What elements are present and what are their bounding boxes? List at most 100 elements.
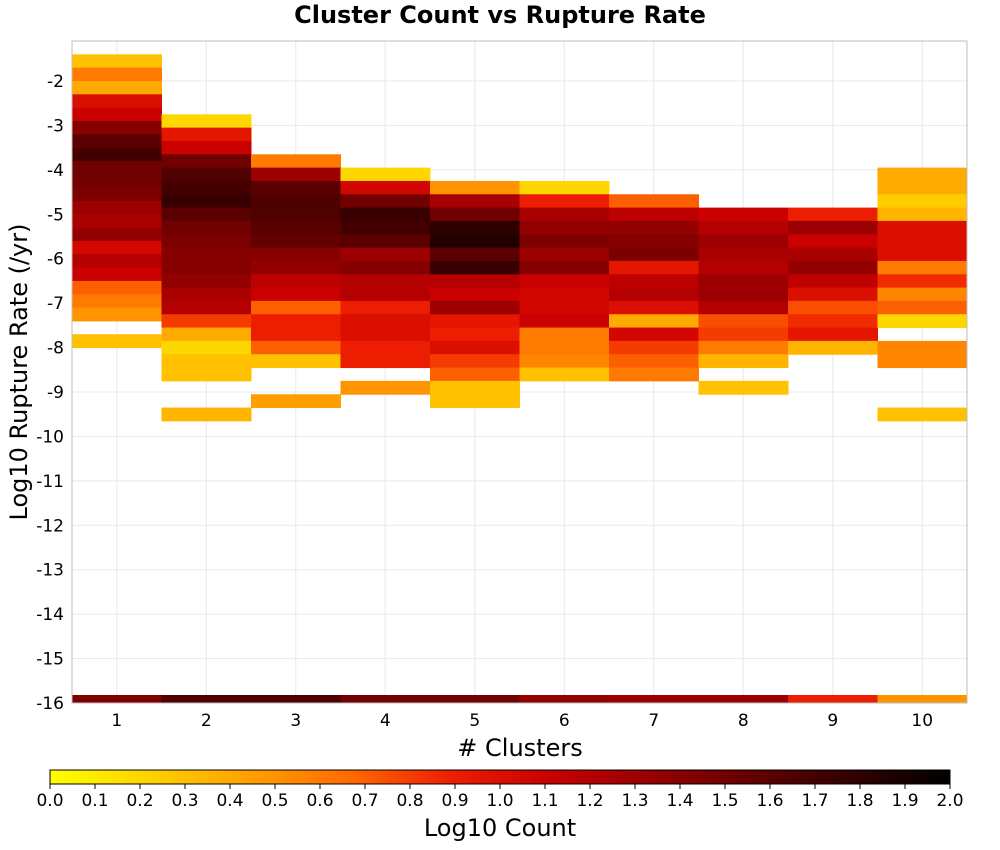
heatmap-cell-floor (609, 695, 699, 703)
heatmap-cell (609, 274, 699, 289)
heatmap-cell (72, 307, 162, 322)
heatmap-cell (72, 267, 162, 282)
heatmap-cell (161, 167, 252, 182)
heatmap-cell (340, 327, 431, 342)
heatmap-cell (519, 287, 610, 302)
heatmap-cell (698, 287, 789, 302)
heatmap-cell (161, 127, 252, 142)
colorbar-tick-label: 1.1 (531, 791, 558, 811)
heatmap-cell (877, 220, 968, 235)
heatmap-cell (161, 154, 252, 169)
x-tick-label: 9 (827, 711, 838, 731)
heatmap-cell (161, 194, 252, 209)
heatmap-cell (340, 380, 431, 395)
heatmap-cell (72, 294, 162, 309)
heatmap-cell (788, 287, 878, 302)
heatmap-cell (788, 207, 878, 222)
heatmap-cell (161, 140, 252, 155)
heatmap-cell (340, 234, 431, 249)
colorbar-tick-label: 0.0 (36, 791, 63, 811)
x-tick-label: 2 (201, 711, 212, 731)
x-tick-label: 5 (469, 711, 480, 731)
heatmap-cell (340, 220, 431, 235)
colorbar-tick-label: 1.5 (711, 791, 738, 811)
heatmap-cell (877, 354, 968, 369)
y-tick-label: -14 (36, 605, 64, 625)
x-tick-label: 6 (559, 711, 570, 731)
heatmap-cell (698, 314, 789, 329)
heatmap-cell (609, 314, 699, 329)
heatmap-cell (72, 187, 162, 202)
heatmap-cell (251, 180, 341, 195)
y-tick-label: -8 (47, 339, 64, 359)
heatmap-cell (519, 234, 610, 249)
heatmap-cell-floor (788, 695, 878, 703)
heatmap-cell (161, 247, 252, 262)
heatmap-cell (609, 340, 699, 355)
heatmap-cell (877, 247, 968, 262)
heatmap-cell (877, 180, 968, 195)
heatmap-cell (788, 327, 878, 342)
y-tick-label: -16 (36, 694, 64, 714)
heatmap-cell (788, 247, 878, 262)
heatmap-cell (430, 314, 520, 329)
heatmap-cell (251, 220, 341, 235)
heatmap-cell (340, 274, 431, 289)
heatmap-cell (251, 327, 341, 342)
heatmap-cell (340, 207, 431, 222)
x-tick-label: 1 (111, 711, 122, 731)
colorbar-tick-label: 1.2 (576, 791, 603, 811)
heatmap-cell (251, 274, 341, 289)
heatmap-cell (698, 380, 789, 395)
heatmap-cell (161, 287, 252, 302)
heatmap-cell (519, 354, 610, 369)
heatmap-cell-floor (340, 695, 431, 703)
heatmap-cell (251, 234, 341, 249)
x-axis-label: # Clusters (457, 734, 582, 762)
y-tick-label: -9 (47, 383, 64, 403)
heatmap-cell (430, 287, 520, 302)
x-axis-ticks: 1 2 3 4 5 6 7 8 9 10 (111, 711, 933, 731)
colorbar-tick-label: 1.7 (801, 791, 828, 811)
heatmap-cell (72, 174, 162, 189)
heatmap-cell (788, 300, 878, 315)
heatmap-cell (788, 234, 878, 249)
heatmap-cell (609, 207, 699, 222)
heatmap-cell-floor (161, 695, 252, 703)
heatmap-cell (609, 354, 699, 369)
colorbar-tick-label: 0.6 (306, 791, 333, 811)
heatmap-cell (609, 247, 699, 262)
heatmap-cell (72, 134, 162, 149)
heatmap-cell (788, 220, 878, 235)
colorbar-tick-label: 2.0 (936, 791, 963, 811)
heatmap-cell (72, 120, 162, 135)
heatmap-cell (161, 300, 252, 315)
heatmap-cell (430, 300, 520, 315)
heatmap-cell (519, 327, 610, 342)
heatmap-cell (161, 114, 252, 129)
heatmap-cell (788, 314, 878, 329)
heatmap-cell (340, 340, 431, 355)
heatmap-cell (877, 287, 968, 302)
heatmap-cell (430, 247, 520, 262)
heatmap-cell (340, 260, 431, 275)
heatmap-cell (430, 327, 520, 342)
heatmap-cell (430, 260, 520, 275)
heatmap-cell (72, 334, 162, 349)
heatmap-cell (519, 367, 610, 382)
heatmap-cell (251, 314, 341, 329)
heatmap-cell (877, 300, 968, 315)
heatmap-cell (519, 274, 610, 289)
heatmap-cell (609, 234, 699, 249)
colorbar-tick-label: 1.6 (756, 791, 783, 811)
y-axis-ticks: -2 -3 -4 -5 -6 -7 -8 -9 -10 -11 -12 -13 -14 -15 -16 (36, 72, 64, 714)
heatmap-cell (519, 340, 610, 355)
heatmap-cell (251, 354, 341, 369)
heatmap-cell (877, 407, 968, 422)
heatmap-cell (161, 274, 252, 289)
heatmap-cell (698, 234, 789, 249)
heatmap-cell (430, 274, 520, 289)
heatmap-cell (877, 234, 968, 249)
heatmap-cell (161, 180, 252, 195)
heatmap-cell (251, 194, 341, 209)
